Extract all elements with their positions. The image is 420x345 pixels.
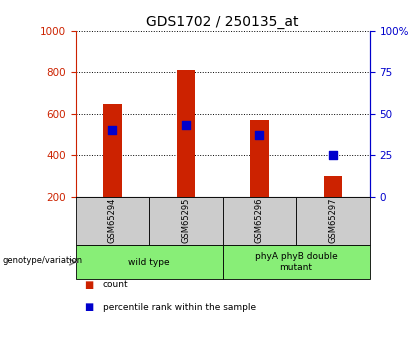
Bar bbox=[250, 120, 268, 197]
Point bbox=[256, 132, 263, 138]
Text: percentile rank within the sample: percentile rank within the sample bbox=[103, 303, 256, 312]
Point bbox=[182, 123, 189, 128]
Bar bbox=[324, 176, 342, 197]
Text: wild type: wild type bbox=[128, 258, 170, 267]
Bar bbox=[149, 197, 223, 245]
Title: GDS1702 / 250135_at: GDS1702 / 250135_at bbox=[146, 14, 299, 29]
Point bbox=[330, 152, 336, 158]
Text: GSM65295: GSM65295 bbox=[181, 198, 190, 243]
Text: genotype/variation: genotype/variation bbox=[2, 256, 82, 265]
Bar bbox=[223, 197, 296, 245]
Text: GSM65297: GSM65297 bbox=[328, 198, 337, 244]
Text: ■: ■ bbox=[84, 280, 93, 289]
Bar bbox=[76, 245, 223, 279]
Text: GSM65294: GSM65294 bbox=[108, 198, 117, 243]
Text: count: count bbox=[103, 280, 129, 289]
Text: GSM65296: GSM65296 bbox=[255, 198, 264, 244]
Point bbox=[109, 128, 116, 133]
Bar bbox=[223, 245, 370, 279]
Bar bbox=[296, 197, 370, 245]
Text: ■: ■ bbox=[84, 302, 93, 312]
Text: phyA phyB double
mutant: phyA phyB double mutant bbox=[255, 252, 338, 272]
Bar bbox=[76, 197, 149, 245]
Bar bbox=[177, 70, 195, 197]
Bar bbox=[103, 104, 121, 197]
